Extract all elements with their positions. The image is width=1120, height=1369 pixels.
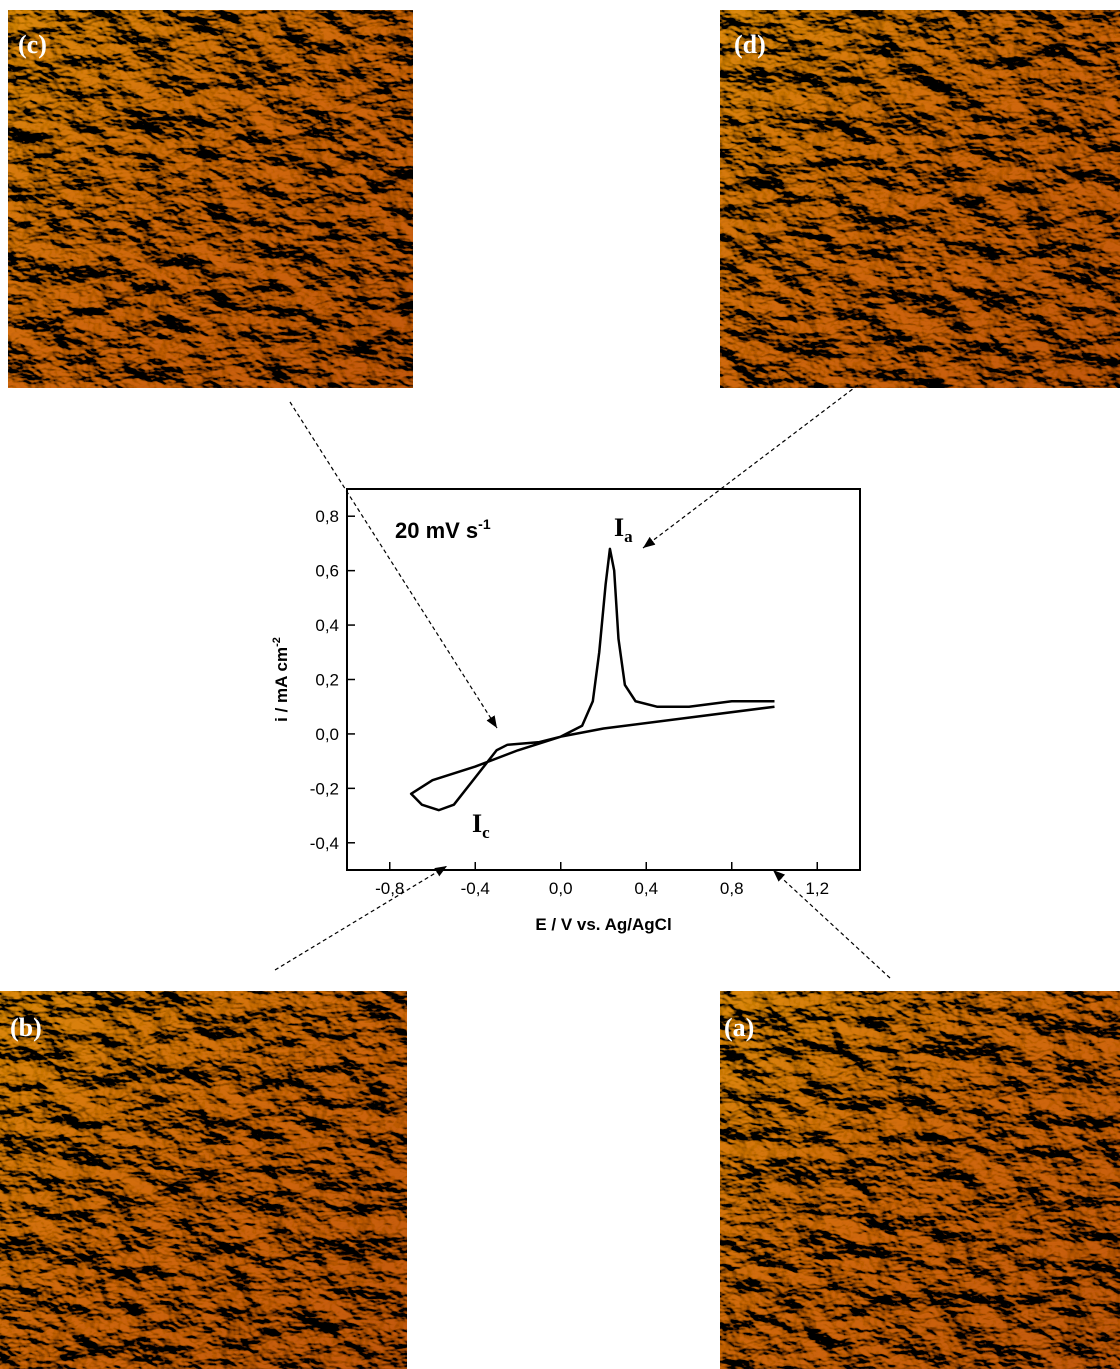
- y-tick-label: 0,6: [315, 562, 339, 581]
- panel-label: (d): [734, 30, 766, 59]
- y-tick-label: 0,2: [315, 671, 339, 690]
- y-tick-label: -0,4: [310, 834, 339, 853]
- peak-label-sub: a: [624, 527, 633, 546]
- chart: -0,8 -0,4 0,0 0,4 0,8 1,2 -0,4 -0,2 0,0 0,2 0,4 0,6…: [271, 507, 829, 934]
- annotation-text: 20 mV s: [395, 518, 478, 543]
- x-tick-label: 1,2: [805, 879, 829, 898]
- y-tick-label: 0,0: [315, 725, 339, 744]
- panel-label: (a): [724, 1013, 754, 1042]
- y-tick-label: -0,2: [310, 779, 339, 798]
- cv-curve: [409, 547, 775, 812]
- peak-label: Ic: [472, 809, 490, 842]
- arrow: [772, 869, 891, 979]
- arrow: [642, 384, 859, 549]
- panel-label: (c): [18, 30, 47, 59]
- afm-image: [720, 10, 1120, 388]
- y-axis-label-text: i / mA cm: [272, 647, 291, 722]
- y-tick-label: 0,8: [315, 507, 339, 526]
- arrow: [289, 401, 498, 729]
- plot-frame: [346, 488, 861, 871]
- y-axis-label-sup: -2: [271, 637, 283, 647]
- x-tick-label: 0,8: [720, 879, 744, 898]
- x-tick-label: 0,4: [634, 879, 658, 898]
- x-tick-label: -0,8: [375, 879, 404, 898]
- x-tick-label: 0,0: [549, 879, 573, 898]
- panel-label: (b): [10, 1013, 42, 1042]
- afm-image: [0, 991, 407, 1369]
- peak-label-text: I: [472, 809, 482, 838]
- peak-label: Ia: [614, 513, 633, 546]
- x-tick-label: -0,4: [461, 879, 490, 898]
- afm-image: [720, 991, 1120, 1369]
- annotation: 20 mV s-1: [395, 516, 491, 543]
- peak-label-text: I: [614, 513, 624, 542]
- y-tick-label: 0,4: [315, 616, 339, 635]
- arrow: [274, 865, 448, 971]
- y-axis-label: i / mA cm-2: [271, 637, 291, 722]
- peak-label-sub: c: [482, 823, 490, 842]
- x-axis-label: E / V vs. Ag/AgCl: [535, 915, 671, 934]
- annotation-sup: -1: [478, 516, 491, 532]
- afm-image: [8, 10, 413, 388]
